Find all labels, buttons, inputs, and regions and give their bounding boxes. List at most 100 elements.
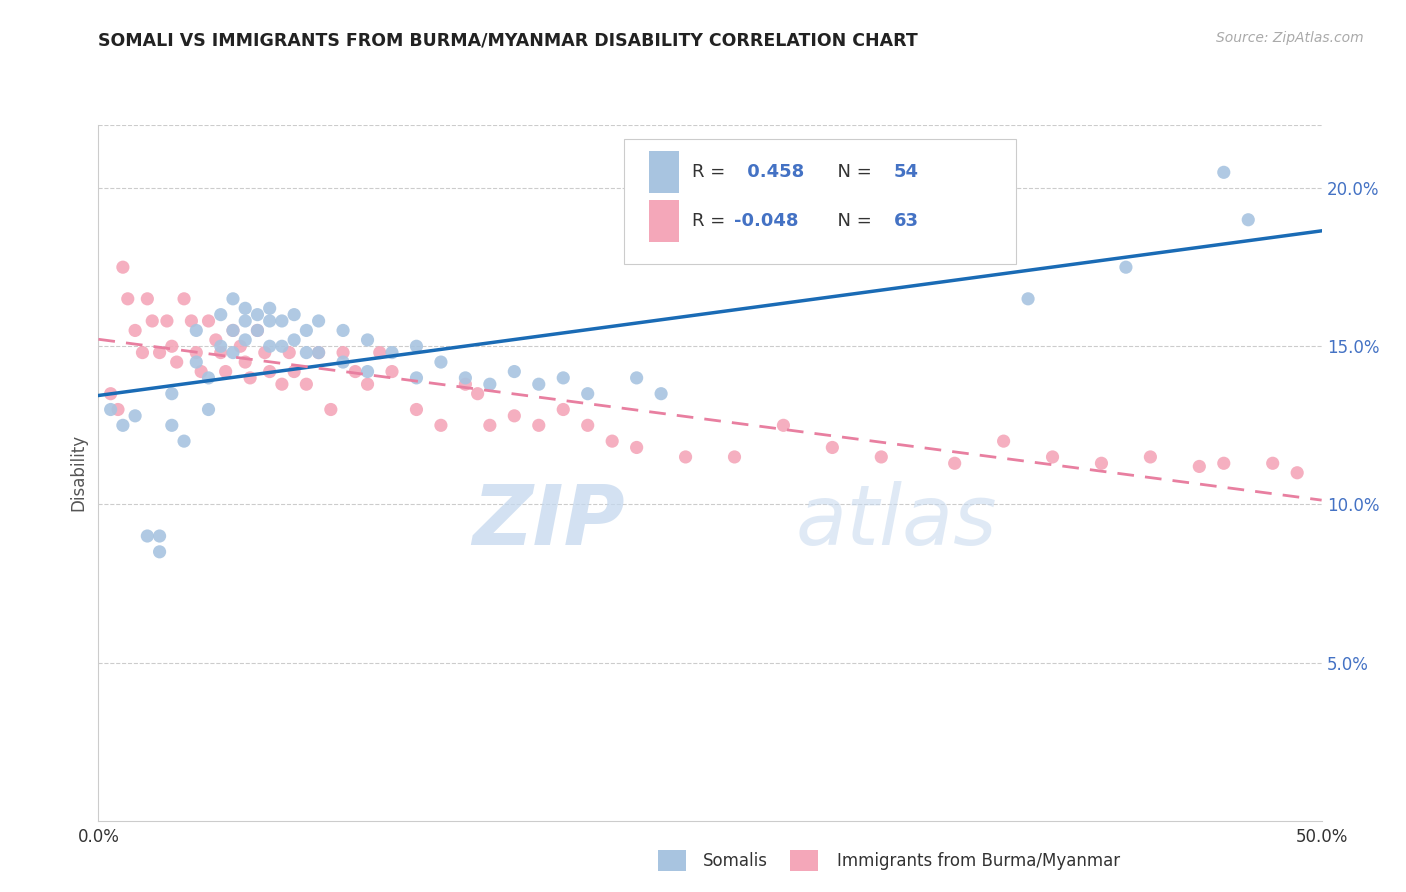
Point — [405, 402, 427, 417]
Point — [308, 345, 330, 359]
Point — [222, 323, 245, 337]
Point — [576, 418, 599, 433]
Point — [222, 323, 245, 337]
Point — [124, 323, 146, 337]
Point — [136, 529, 159, 543]
Point — [356, 333, 378, 347]
Point — [1261, 456, 1284, 470]
Point — [356, 365, 378, 379]
Point — [186, 323, 208, 337]
Point — [295, 345, 318, 359]
Point — [467, 386, 489, 401]
Point — [222, 345, 245, 359]
Point — [233, 301, 256, 316]
Point — [600, 434, 623, 449]
Point — [650, 386, 672, 401]
Point — [1139, 450, 1161, 464]
Point — [180, 314, 202, 328]
Bar — [650, 152, 679, 193]
Text: 0.458: 0.458 — [741, 163, 804, 181]
Point — [100, 402, 122, 417]
Point — [233, 355, 256, 369]
Point — [131, 345, 153, 359]
Point — [253, 345, 276, 359]
Point — [675, 450, 697, 464]
Point — [1286, 466, 1309, 480]
Point — [1090, 456, 1112, 470]
Point — [454, 377, 477, 392]
Point — [209, 339, 232, 353]
Text: 63: 63 — [894, 212, 918, 230]
Point — [430, 418, 453, 433]
Point — [270, 339, 294, 353]
Text: R =: R = — [692, 212, 731, 230]
Point — [527, 377, 550, 392]
Point — [111, 418, 134, 433]
Point — [270, 377, 294, 392]
Point — [229, 339, 252, 353]
Point — [478, 377, 501, 392]
Point — [136, 292, 159, 306]
Text: atlas: atlas — [796, 481, 997, 562]
Point — [173, 292, 195, 306]
Point — [233, 333, 256, 347]
Point — [1042, 450, 1064, 464]
Point — [283, 333, 305, 347]
Point — [308, 345, 330, 359]
Point — [1017, 292, 1039, 306]
Point — [332, 355, 354, 369]
Point — [149, 545, 172, 559]
Point — [239, 371, 262, 385]
Point — [246, 323, 269, 337]
Point — [233, 314, 256, 328]
Point — [344, 365, 367, 379]
Point — [503, 365, 526, 379]
Text: Source: ZipAtlas.com: Source: ZipAtlas.com — [1216, 31, 1364, 45]
Point — [1212, 456, 1234, 470]
Text: N =: N = — [827, 212, 877, 230]
Point — [430, 355, 453, 369]
Text: Somalis: Somalis — [703, 852, 768, 870]
Text: R =: R = — [692, 163, 731, 181]
Point — [160, 386, 183, 401]
Point — [259, 365, 281, 379]
Point — [149, 529, 172, 543]
Point — [214, 365, 236, 379]
Point — [405, 371, 427, 385]
Point — [503, 409, 526, 423]
Text: N =: N = — [827, 163, 877, 181]
Bar — [650, 200, 679, 242]
Point — [821, 441, 844, 455]
Point — [205, 333, 228, 347]
Point — [356, 377, 378, 392]
Point — [160, 339, 183, 353]
Point — [368, 345, 391, 359]
Point — [626, 441, 648, 455]
Point — [576, 386, 599, 401]
Text: ZIP: ZIP — [472, 481, 624, 562]
Y-axis label: Disability: Disability — [69, 434, 87, 511]
Point — [1188, 459, 1211, 474]
Point — [190, 365, 212, 379]
Point — [626, 371, 648, 385]
Text: SOMALI VS IMMIGRANTS FROM BURMA/MYANMAR DISABILITY CORRELATION CHART: SOMALI VS IMMIGRANTS FROM BURMA/MYANMAR … — [98, 31, 918, 49]
Point — [259, 339, 281, 353]
Point — [117, 292, 139, 306]
Point — [124, 409, 146, 423]
Point — [553, 371, 575, 385]
Point — [943, 456, 966, 470]
Point — [478, 418, 501, 433]
Point — [332, 345, 354, 359]
Point — [197, 371, 219, 385]
Point — [141, 314, 163, 328]
Point — [319, 402, 342, 417]
Text: -0.048: -0.048 — [734, 212, 799, 230]
Point — [1115, 260, 1137, 275]
Point — [100, 386, 122, 401]
Point — [173, 434, 195, 449]
Point — [308, 314, 330, 328]
Point — [111, 260, 134, 275]
Point — [186, 355, 208, 369]
Point — [283, 308, 305, 322]
Point — [405, 339, 427, 353]
